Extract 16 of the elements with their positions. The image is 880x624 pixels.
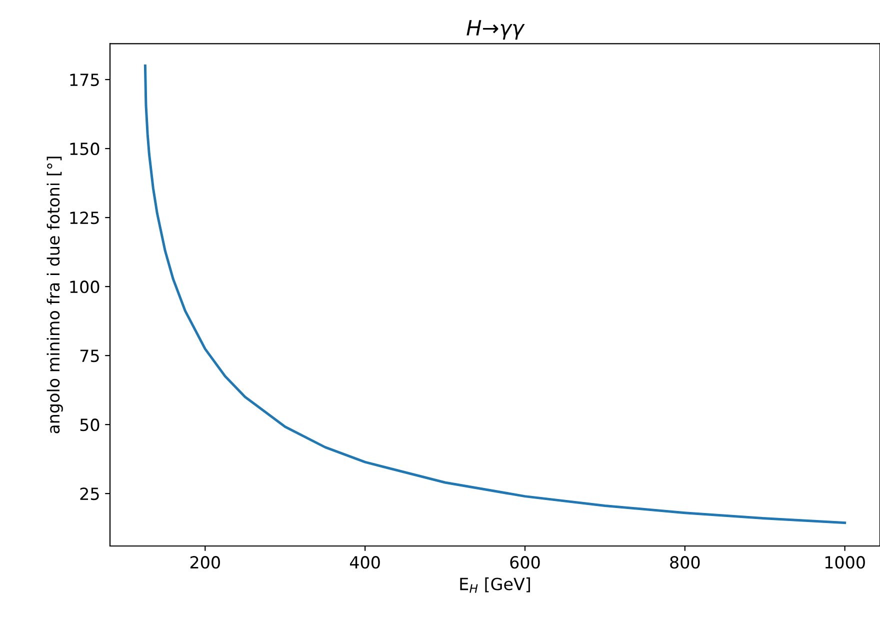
y-tick-label: 175 [70,74,99,86]
y-tick-label: 25 [80,488,99,500]
x-tick-label: 200 [190,556,220,569]
y-axis-title: angolo minimo fra i due fotoni [°] [46,156,63,434]
x-tick-label: 1000 [825,556,865,569]
line-series [144,64,846,524]
y-tick-label: 50 [80,418,100,432]
y-tick-label: 125 [70,212,99,224]
y-tick-label: 100 [70,280,100,294]
x-tick-label: 800 [670,556,700,569]
x-tick-label: 600 [510,556,540,569]
y-tick-label: 150 [70,142,100,156]
y-tick-label: 75 [80,350,99,362]
chart-title: H→γγ [466,20,525,40]
x-axis-title: E$_{H}$ [GeV] [460,577,530,593]
x-tick-label: 400 [350,556,380,569]
